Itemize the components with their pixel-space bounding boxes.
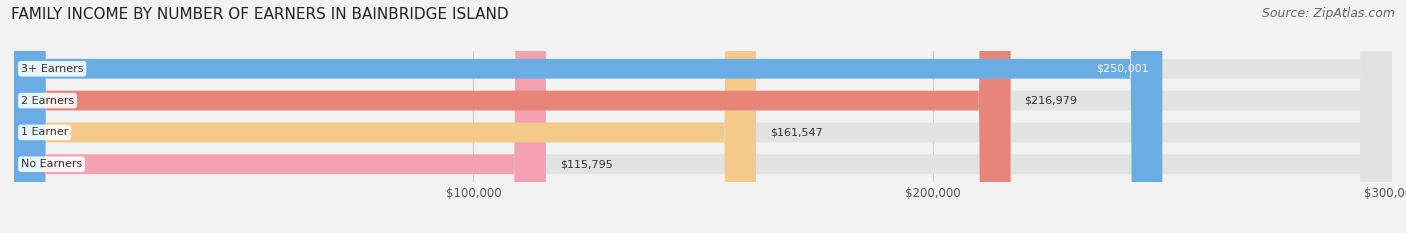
Text: No Earners: No Earners xyxy=(21,159,82,169)
FancyBboxPatch shape xyxy=(14,0,1392,233)
Text: $216,979: $216,979 xyxy=(1025,96,1077,106)
FancyBboxPatch shape xyxy=(14,0,1392,233)
FancyBboxPatch shape xyxy=(14,0,756,233)
Text: 1 Earner: 1 Earner xyxy=(21,127,69,137)
FancyBboxPatch shape xyxy=(14,0,1011,233)
FancyBboxPatch shape xyxy=(14,0,1392,233)
FancyBboxPatch shape xyxy=(14,0,1163,233)
Text: 3+ Earners: 3+ Earners xyxy=(21,64,83,74)
FancyBboxPatch shape xyxy=(14,0,1392,233)
Text: 2 Earners: 2 Earners xyxy=(21,96,75,106)
Text: $250,001: $250,001 xyxy=(1095,64,1149,74)
Text: $115,795: $115,795 xyxy=(560,159,613,169)
Text: Source: ZipAtlas.com: Source: ZipAtlas.com xyxy=(1261,7,1395,20)
Text: $161,547: $161,547 xyxy=(770,127,823,137)
FancyBboxPatch shape xyxy=(14,0,546,233)
Text: FAMILY INCOME BY NUMBER OF EARNERS IN BAINBRIDGE ISLAND: FAMILY INCOME BY NUMBER OF EARNERS IN BA… xyxy=(11,7,509,22)
